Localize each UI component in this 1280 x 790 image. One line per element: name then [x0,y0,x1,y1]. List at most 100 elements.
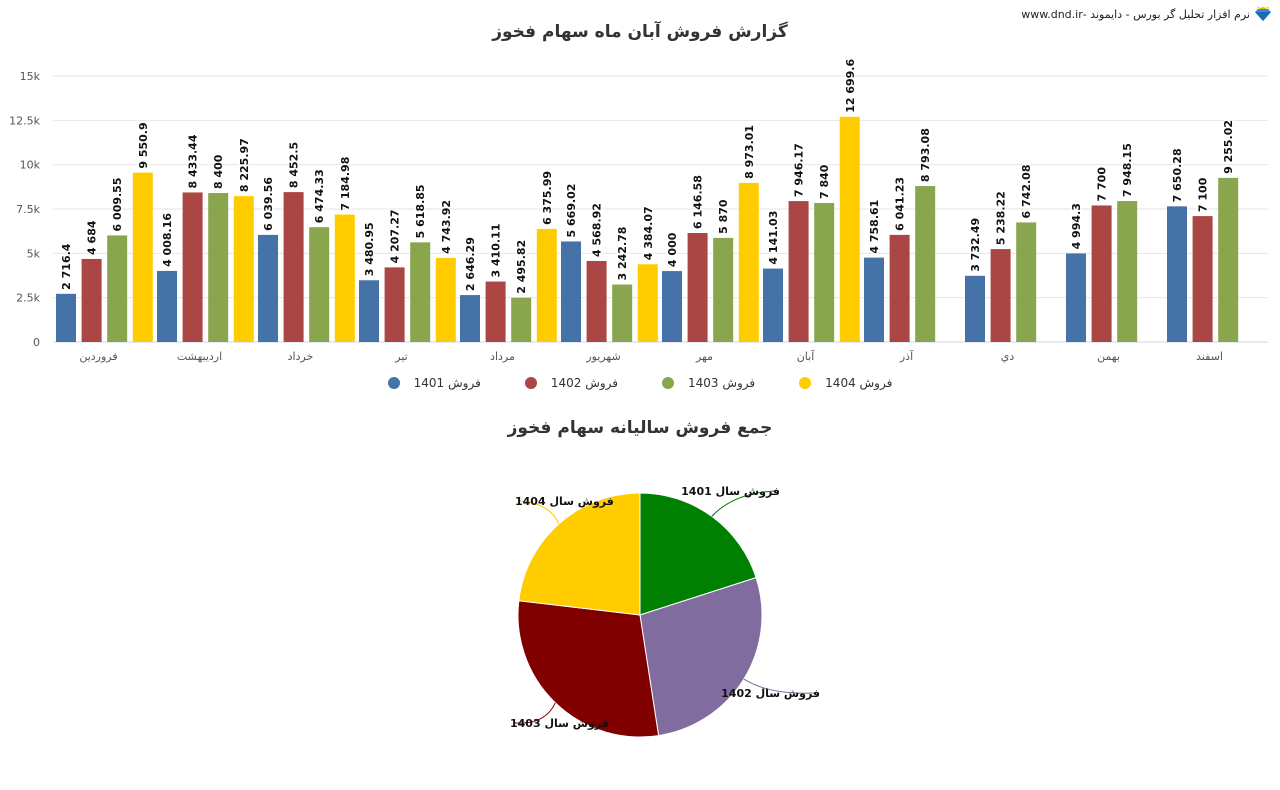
diamond-icon [1255,7,1271,21]
pie-label: فروش سال 1402 [721,687,820,700]
bar [334,214,355,342]
data-label: 4 207.27 [389,209,402,263]
legend-item-1404[interactable]: فروش 1404 [799,376,892,390]
bar [56,293,76,342]
data-label: 5 618.85 [414,184,427,238]
x-tick-label: دي [1001,350,1015,363]
x-tick-label: آبان [797,349,815,363]
x-tick-label: بهمن [1097,350,1120,363]
bar [359,280,379,342]
bar [713,237,734,342]
data-label: 4 684 [86,220,99,255]
data-label: 6 009.55 [111,177,124,231]
data-label: 8 973.01 [743,125,756,179]
bar-chart: 0 2.5k 5k 7.5k 10k 12.5k 15k فروردین 2 716.4 4 68… [9,57,1268,363]
data-label: 5 238.22 [995,191,1008,245]
bar [1091,205,1112,342]
bar [485,281,506,342]
bar [81,258,102,342]
bar [662,271,682,342]
pie-chart-title: جمع فروش سالیانه سهام فخوز [507,418,773,438]
data-label: 5 669.02 [565,184,578,238]
legend-marker [799,377,812,389]
bar [889,234,910,342]
connector-line [514,702,556,724]
brand-header: نرم افزار تحلیل گر بورس - دایموند -www.d… [1021,6,1272,22]
pie-slice [517,600,660,738]
pie-slice [518,492,641,616]
legend-marker [524,377,537,389]
data-label: 4 000 [666,232,679,267]
bar [182,192,203,342]
data-label: 8 225.97 [238,138,251,192]
legend-item-1403[interactable]: فروش 1403 [662,376,755,390]
bar [561,241,581,342]
pie-label: فروش سال 1404 [515,495,614,508]
data-label: 6 041.23 [894,177,907,231]
bar [915,186,936,342]
bar [536,228,557,342]
data-label: 7 948.15 [1121,143,1134,197]
bar [283,192,304,342]
pie-label: فروش سال 1403 [510,717,609,730]
data-label: 3 242.78 [616,227,629,281]
data-label: 4 568.92 [591,203,604,257]
y-tick-label: 15k [20,70,41,83]
data-label: 2 716.4 [60,243,73,290]
bar [410,242,431,342]
bar [814,202,835,342]
x-tick-label: فروردین [79,350,117,363]
x-tick-label: اردیبهشت [177,350,222,363]
bar [990,249,1011,342]
x-tick-label: مرداد [490,350,515,363]
data-label: 6 039.56 [262,177,275,231]
legend-label: فروش 1401 [413,376,481,390]
bar [460,295,480,342]
data-label: 7 184.98 [339,157,352,211]
bar [157,270,177,342]
bar [1117,201,1138,342]
pie-slice [639,492,757,616]
x-tick-label: آذر [899,349,914,363]
data-label: 9 255.02 [1222,120,1235,174]
bar [309,227,330,342]
bar [511,297,532,342]
data-label: 2 495.82 [515,240,528,294]
bar [763,268,783,342]
bar [1218,177,1239,342]
data-label: 4 743.92 [440,200,453,254]
data-label: 6 375.99 [541,171,554,225]
data-label: 9 550.9 [137,122,150,168]
bar [208,193,229,342]
bar [1167,206,1187,342]
data-label: 6 742.08 [1020,165,1033,219]
legend-label: فروش 1403 [688,376,756,390]
bar [612,284,633,342]
pie-slice [639,576,763,737]
data-label: 12 699.6 [844,59,857,113]
data-label: 4 141.03 [767,211,780,265]
legend-item-1401[interactable]: فروش 1401 [387,376,481,390]
y-tick-label: 7.5k [16,203,40,216]
data-label: 7 946.17 [793,143,806,197]
bar [107,235,128,342]
data-label: 8 452.5 [288,142,301,188]
bar [839,116,860,342]
legend-marker [387,377,400,389]
bar [864,257,884,342]
data-label: 5 870 [717,199,730,234]
data-label: 3 410.11 [490,224,503,278]
bar [637,264,658,342]
legend-label: فروش 1402 [550,376,618,390]
legend-marker [662,377,674,389]
legend-item-1402[interactable]: فروش 1402 [524,376,618,390]
legend-label: فروش 1404 [825,376,893,390]
data-label: 2 646.29 [464,237,477,291]
x-tick-label: خرداد [288,350,314,363]
pie-label: فروش سال 1401 [681,485,780,498]
data-label: 3 732.49 [969,218,982,272]
x-tick-label: شهریور [585,350,620,363]
bar [687,233,708,342]
data-label: 4 994.3 [1070,203,1083,249]
